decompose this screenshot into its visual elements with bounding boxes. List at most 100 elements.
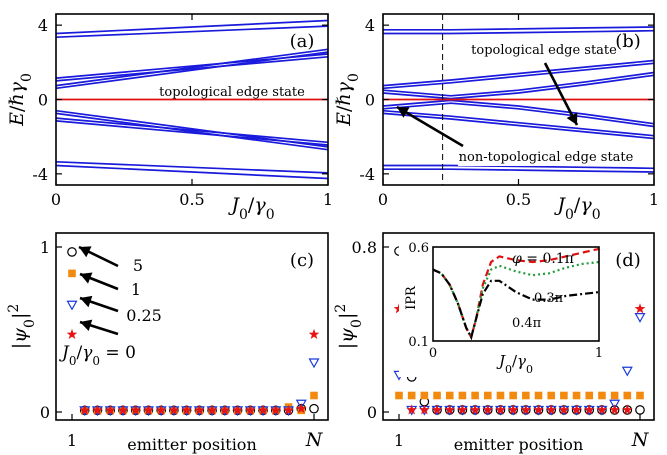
x-axis-label: J0/γ0: [553, 194, 600, 223]
inset-line-green: [432, 260, 600, 341]
point-star-19: [621, 404, 633, 415]
arrow-topological-head: [566, 112, 578, 125]
point-star-11: [194, 404, 205, 415]
arrow-0: [79, 319, 119, 336]
arrow-non-topological-shaft: [396, 105, 464, 148]
point-square-11: [522, 391, 530, 400]
y-tick-label-0: 0: [40, 403, 50, 422]
point-star-15: [571, 404, 582, 415]
point-square-4: [433, 391, 441, 400]
x-tick-label-0: 0: [51, 190, 61, 209]
point-square-6: [458, 391, 467, 400]
band-line-6: [55, 48, 329, 87]
inset-x-tick-label-0: 0: [429, 346, 437, 361]
inset-y-tick-label-0.1: 0.1: [408, 335, 429, 350]
band-line-4: [382, 59, 655, 87]
arrow-non-topological: [396, 105, 464, 148]
band-line-11: [55, 160, 329, 174]
y-tick-label-1: 1: [40, 238, 50, 257]
point-star-7: [143, 404, 154, 415]
point-star-20: [308, 328, 320, 339]
point-star-16: [583, 404, 595, 415]
point-star-3: [92, 404, 103, 415]
band-line-5: [55, 51, 329, 90]
point-star-6: [130, 404, 142, 415]
band-line-2: [55, 19, 329, 35]
y-tick-label-4: 4: [38, 16, 48, 35]
point-square-17: [598, 391, 606, 400]
point-square-18: [610, 391, 619, 400]
point-star-3: [419, 404, 430, 415]
y-tick-label-0: 0: [38, 91, 48, 110]
y-tick-label--4: -4: [359, 165, 375, 184]
point-star-14: [558, 404, 570, 415]
point-star-18: [609, 404, 620, 415]
band-line-2: [383, 26, 655, 31]
y-axis-label: |ψ0|2: [333, 304, 365, 350]
point-star-11: [520, 404, 532, 415]
x-tick-label-first: 1: [394, 431, 404, 450]
point-star-12: [533, 404, 544, 415]
band-line-3: [55, 55, 329, 82]
y-axis-label: |ψ0|2: [6, 304, 38, 350]
y-axis-label: E/ℏγ0: [333, 73, 362, 127]
arrow-label-0.25: 0.25: [126, 306, 162, 325]
inset-series-label-0.3pi: 0.3π: [534, 291, 564, 306]
point-triangle-19: [621, 366, 633, 377]
x-tick-label-0: 0: [378, 190, 388, 209]
point-circle-1: [67, 247, 77, 257]
x-tick-label-0.5: 0.5: [506, 190, 531, 209]
x-tick-label-last: N: [631, 429, 650, 451]
panel-d-inset: 0.6 0.10 1 IPR J0/γ0 φ = 0.1π 0.3π 0.4π: [399, 241, 605, 377]
point-triangle-19: [295, 399, 307, 410]
band-line-1: [383, 29, 655, 35]
annotation-bg-2: [458, 146, 634, 166]
inset-frame: [432, 246, 600, 342]
point-star-18: [283, 404, 294, 415]
point-square-15: [572, 391, 581, 400]
point-star-17: [596, 404, 608, 415]
x-tick-label-1: 1: [649, 190, 659, 209]
arrow-label-5: 5: [133, 256, 143, 275]
point-star-12: [206, 404, 218, 415]
point-square-8: [483, 391, 492, 400]
panel-label: (a): [290, 31, 315, 52]
band-line-8: [55, 112, 329, 151]
band-line-11: [383, 164, 655, 170]
arrow-topological: [543, 62, 579, 126]
band-line-10: [382, 112, 655, 140]
annotation-bg: [472, 39, 616, 59]
point-triangle-18: [609, 399, 621, 410]
point-square-19: [623, 391, 632, 400]
series-star: [66, 328, 320, 415]
y-tick-label-4: 4: [365, 16, 375, 35]
arrow-5-head: [79, 246, 92, 258]
point-square-9: [496, 391, 505, 400]
inset-series-label-0.4pi: 0.4π: [512, 316, 542, 331]
annotation-topological-edge-state: topological edge state: [159, 85, 305, 100]
y-tick-label-0: 0: [367, 403, 377, 422]
y-tick-label--4: -4: [32, 165, 48, 184]
arrow-5: [78, 245, 119, 268]
point-square-3: [420, 391, 429, 400]
point-star-15: [244, 404, 256, 415]
series-square: [395, 391, 644, 400]
x-axis-label: emitter position: [127, 435, 257, 454]
point-square-5: [445, 391, 454, 400]
inset-x-tick-label-1: 1: [595, 346, 603, 361]
annotation-non-topological-edge-state: non-topological edge state: [459, 150, 634, 165]
point-square-1: [395, 391, 403, 400]
point-square-13: [547, 391, 556, 400]
inset-series-label-0.1pi: φ = 0.1π: [512, 251, 574, 267]
y-tick-label-0: 0: [365, 91, 375, 110]
band-line-12: [383, 168, 655, 173]
x-tick-label-first: 1: [67, 431, 77, 450]
panel-label: (c): [290, 250, 314, 271]
arrow-0.25: [79, 295, 119, 313]
inset-y-axis-label: IPR: [404, 285, 419, 310]
point-star-10: [507, 404, 519, 415]
point-star-14: [232, 404, 243, 415]
